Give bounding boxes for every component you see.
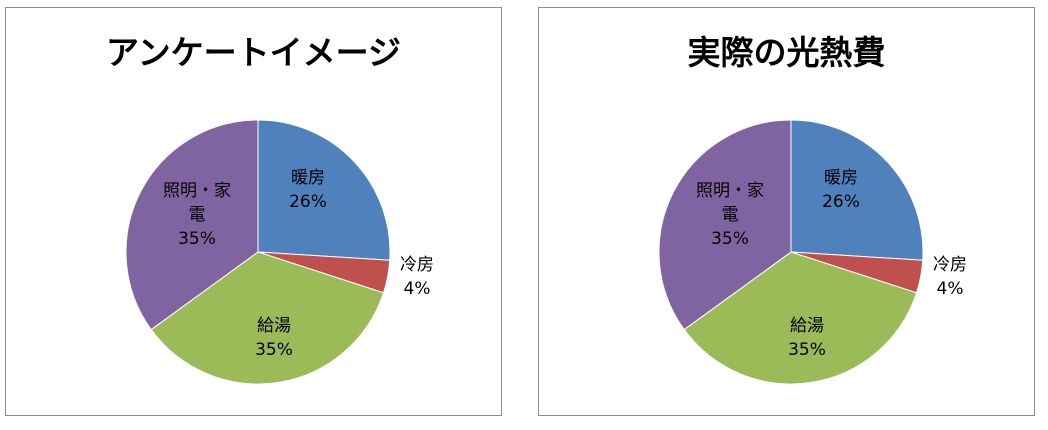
slice-category-label: 電 bbox=[722, 205, 739, 225]
slice-value-label: 4% bbox=[937, 279, 964, 299]
slice-value-label: 4% bbox=[404, 279, 431, 299]
slice-value-label: 35% bbox=[178, 229, 216, 249]
slice-category-label: 電 bbox=[189, 205, 206, 225]
chart-panel-actual: 実際の光熱費 暖房 26% 冷房 4% 給湯 35% 照明・家電 35% bbox=[538, 7, 1035, 416]
slice-value-label: 35% bbox=[788, 340, 826, 360]
slice-category-label: 照明・家 bbox=[696, 181, 764, 201]
slice-category-label: 給湯 bbox=[257, 316, 291, 336]
slice-value-label: 35% bbox=[255, 340, 293, 360]
pie-slice-0 bbox=[257, 119, 391, 261]
pie-chart: 暖房 26% 冷房 4% 給湯 35% 照明・家電 35% bbox=[658, 119, 967, 385]
pie-slice-0 bbox=[790, 119, 924, 261]
slice-value-label: 26% bbox=[289, 192, 327, 212]
slice-value-label: 35% bbox=[711, 229, 749, 249]
pie-slice-3 bbox=[658, 119, 792, 331]
slice-category-label: 冷房 bbox=[933, 255, 967, 275]
chart-panel-survey: アンケートイメージ 暖房 26% 冷房 4% 給湯 35% 照明・家電 35% bbox=[5, 7, 502, 416]
pie-slice-2 bbox=[683, 251, 918, 385]
pie-slice-3 bbox=[125, 119, 259, 331]
chart-title: 実際の光熱費 bbox=[687, 33, 886, 72]
slice-category-label: 給湯 bbox=[790, 316, 824, 336]
slice-category-label: 冷房 bbox=[400, 255, 434, 275]
slice-category-label: 暖房 bbox=[291, 168, 325, 188]
pie-chart: 暖房 26% 冷房 4% 給湯 35% 照明・家電 35% bbox=[125, 119, 434, 385]
slice-category-label: 照明・家 bbox=[163, 181, 231, 201]
slice-category-label: 暖房 bbox=[824, 168, 858, 188]
slice-value-label: 26% bbox=[822, 192, 860, 212]
pie-slice-2 bbox=[150, 251, 385, 385]
chart-title: アンケートイメージ bbox=[105, 33, 402, 72]
